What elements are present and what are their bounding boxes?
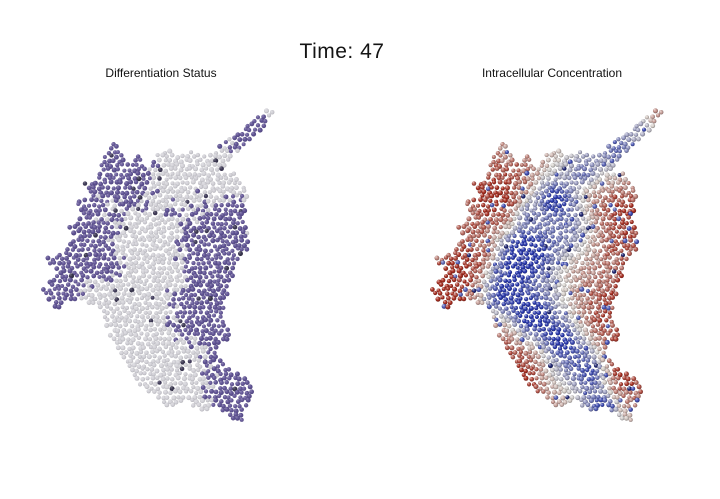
figure-title: Time: 47 bbox=[299, 40, 385, 63]
differentiation-status-scatter bbox=[10, 85, 320, 445]
concentration-panel-title: Intracellular Concentration bbox=[481, 66, 623, 80]
differentiation-panel-title: Differentiation Status bbox=[105, 66, 217, 80]
intracellular-concentration-scatter bbox=[399, 85, 709, 445]
